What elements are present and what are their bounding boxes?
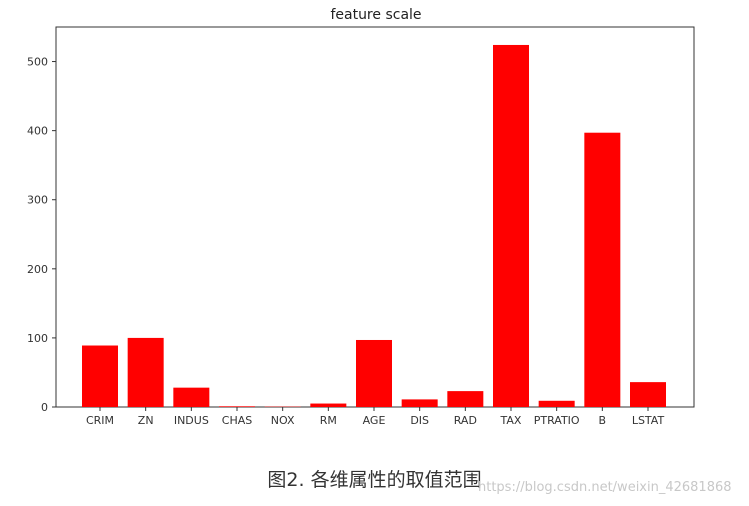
bar-dis: [401, 399, 438, 407]
bar-lstat: [630, 382, 666, 407]
y-tick-label: 200: [27, 263, 48, 276]
x-tick-label: PTRATIO: [534, 414, 580, 427]
bar-chas: [219, 406, 255, 407]
x-tick-label: DIS: [410, 414, 429, 427]
y-tick-label: 500: [27, 56, 48, 69]
bar-tax: [493, 44, 529, 408]
x-axis-ticks: CRIM ZN INDUS CHAS NOX RM AGE DIS RAD TAX PTRATIO B…: [86, 407, 664, 427]
bars-group: [82, 44, 666, 408]
x-tick-label: RM: [320, 414, 337, 427]
x-tick-label: RAD: [454, 414, 477, 427]
y-axis-ticks: 0 100 200 300 400 500: [27, 56, 56, 414]
bar-indus: [173, 387, 210, 407]
x-tick-label: INDUS: [174, 414, 209, 427]
bar-crim: [82, 345, 118, 407]
bar-age: [356, 339, 392, 407]
x-tick-label: LSTAT: [632, 414, 665, 427]
x-tick-label: CHAS: [222, 414, 252, 427]
x-tick-label: TAX: [500, 414, 522, 427]
y-tick-label: 300: [27, 194, 48, 207]
y-tick-label: 400: [27, 125, 48, 138]
figure-caption: 图2. 各维属性的取值范围: [267, 469, 482, 491]
x-tick-label: NOX: [271, 414, 295, 427]
x-tick-label: CRIM: [86, 414, 114, 427]
bar-rad: [447, 391, 484, 407]
bar-ptratio: [538, 400, 575, 407]
chart-title: feature scale: [330, 7, 421, 23]
x-tick-label: AGE: [363, 414, 386, 427]
bar-zn: [127, 337, 164, 407]
y-tick-label: 0: [41, 401, 48, 414]
bar-rm: [310, 403, 347, 407]
bar-chart: feature scale CRIM ZN INDUS CHAS NOX RM AGE DIS…: [27, 7, 695, 427]
x-tick-label: B: [599, 414, 607, 427]
bar-b: [584, 132, 621, 407]
y-tick-label: 100: [27, 332, 48, 345]
watermark: https://blog.csdn.net/weixin_42681868: [478, 480, 732, 495]
x-tick-label: ZN: [138, 414, 154, 427]
